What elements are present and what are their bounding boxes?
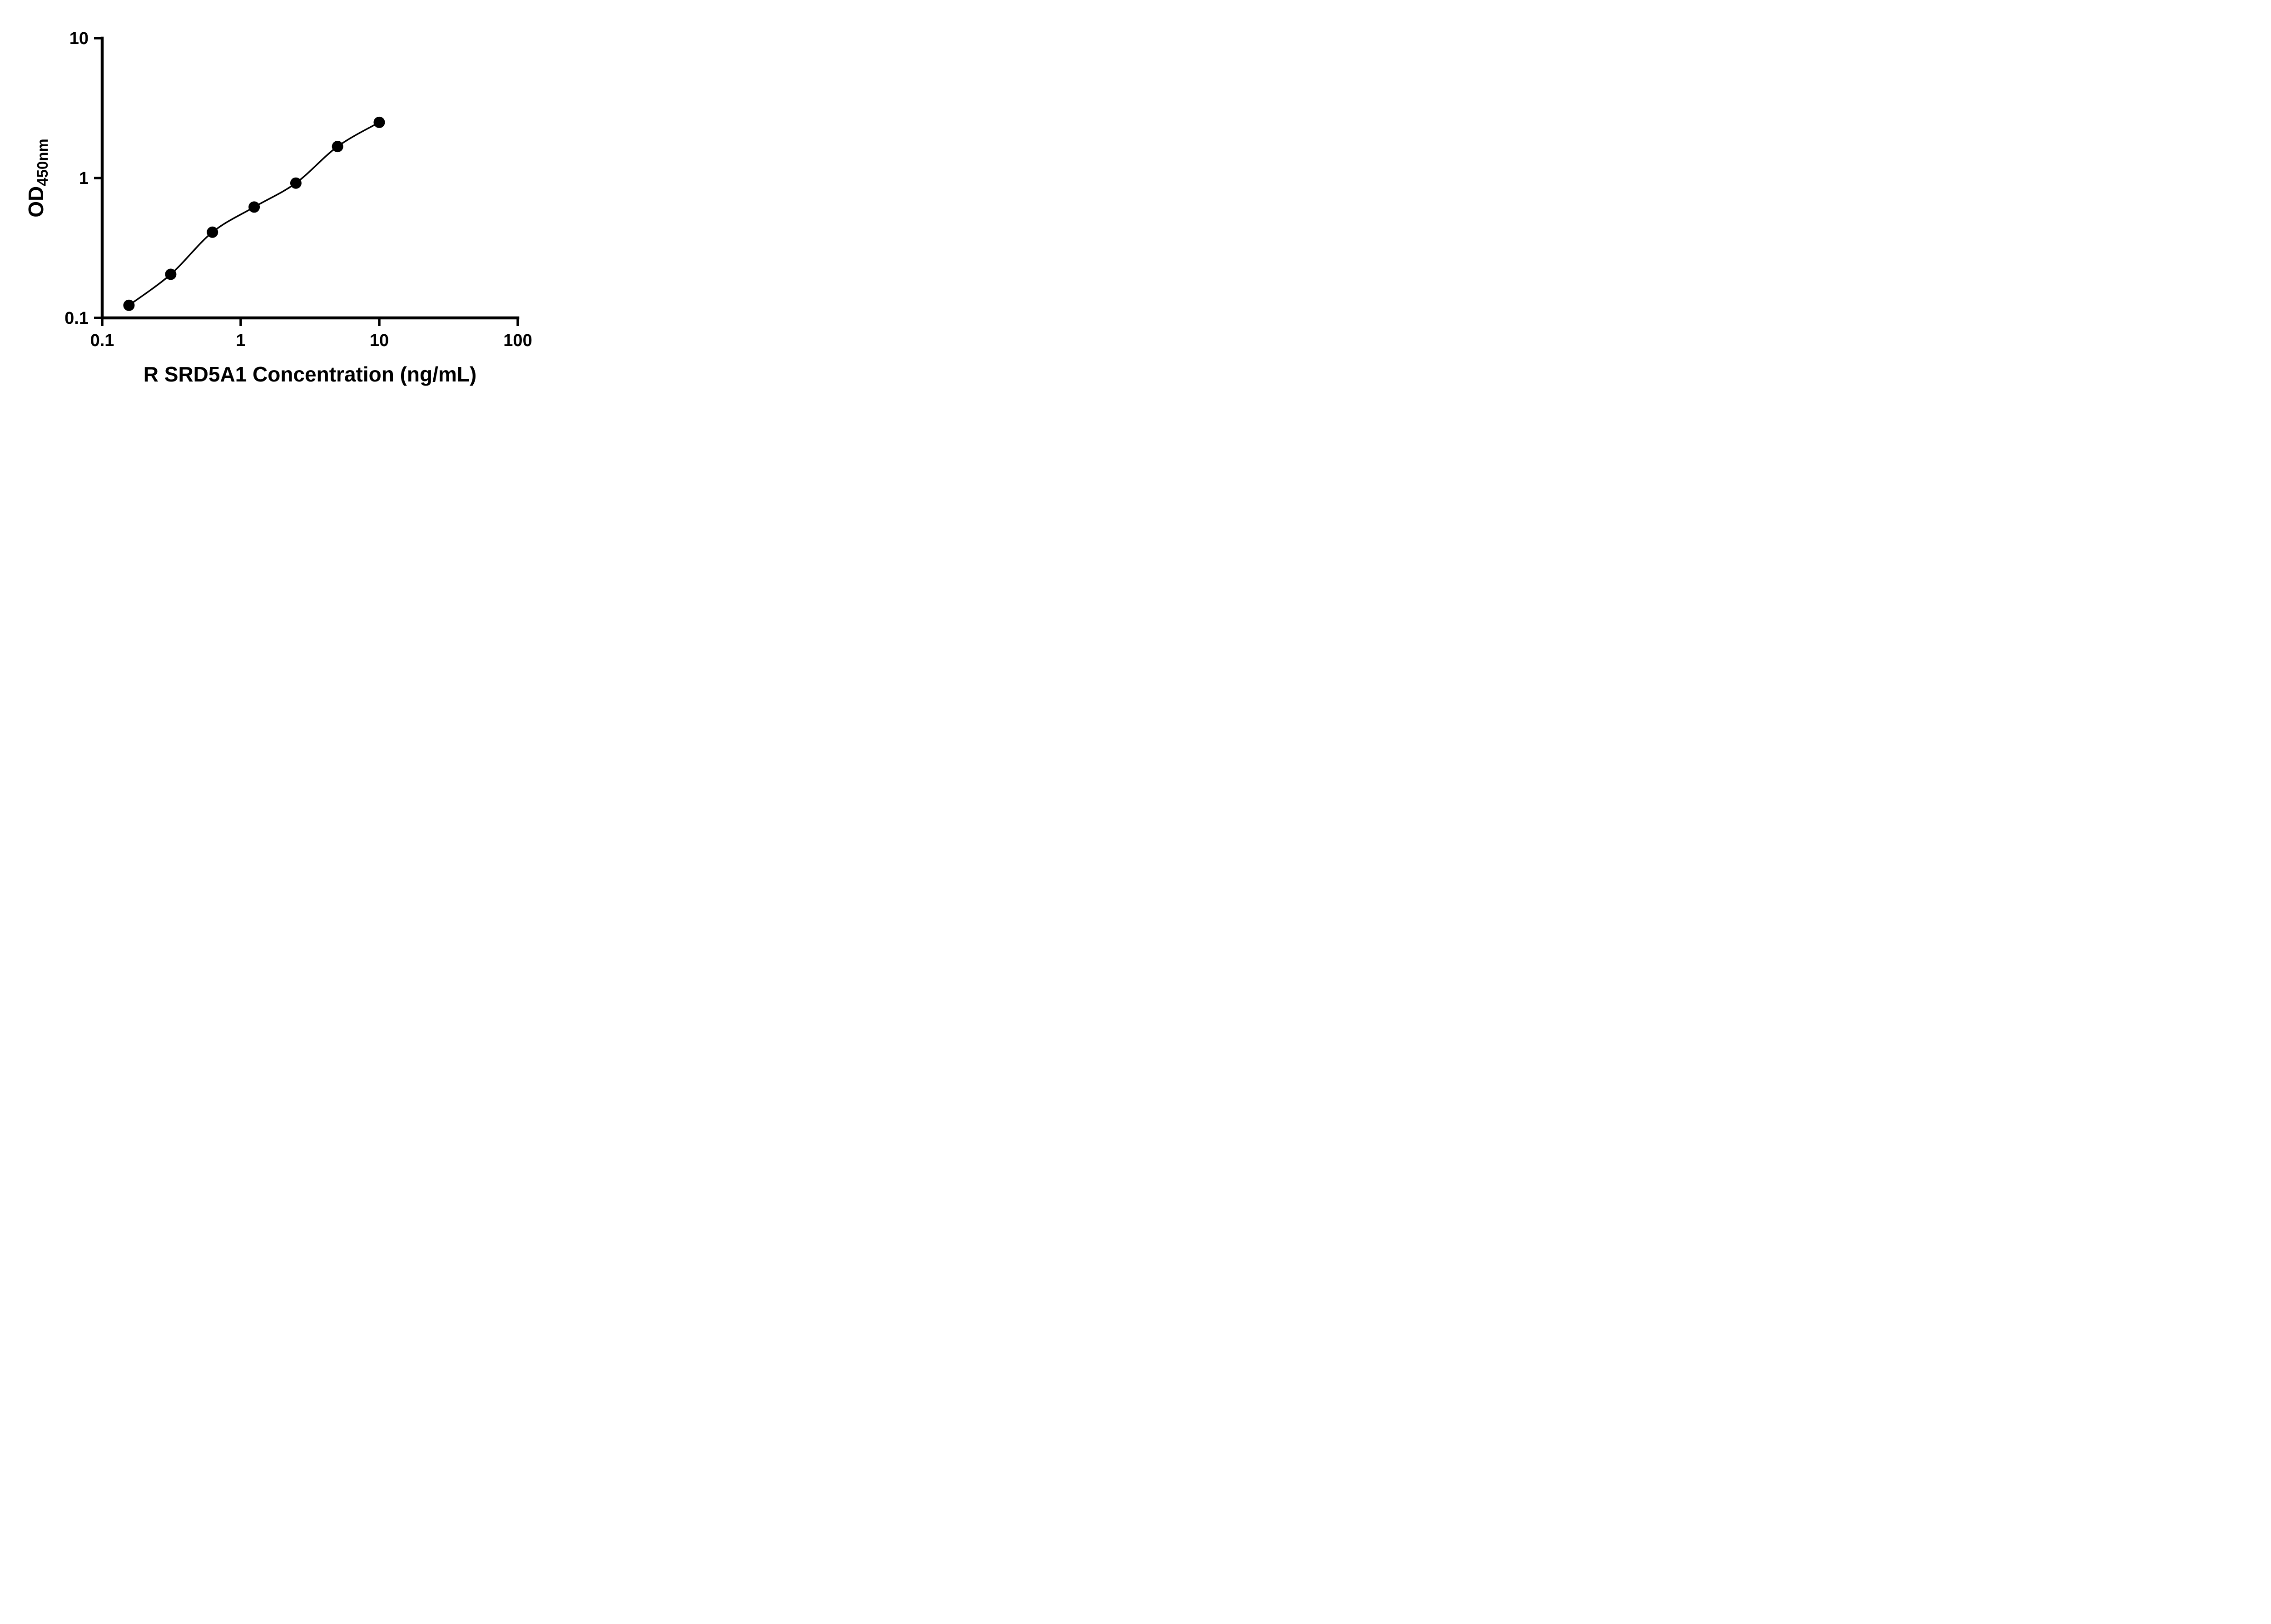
data-point [290,177,302,189]
data-point [332,141,343,153]
x-axis-title: R SRD5A1 Concentration (ng/mL) [144,362,476,386]
data-point [123,299,135,311]
data-point [373,116,385,128]
y-tick-label: 0.1 [64,309,89,328]
elisa-standard-curve-figure: 0.1 1 10 100 0.1 1 10 R SRD5A1 Concentration (n… [0,0,570,406]
x-tick-label: 10 [370,331,389,350]
data-point [165,268,177,280]
axis-lines [100,36,520,320]
y-axis-title: OD450nm [24,139,51,218]
y-tick-label: 10 [69,29,89,48]
standard-curve-chart: 0.1 1 10 100 0.1 1 10 R SRD5A1 Concentration (n… [24,29,532,386]
data-point [207,226,218,238]
y-tick-label: 1 [79,169,89,188]
x-tick-label: 0.1 [90,331,114,350]
data-point [248,201,260,213]
x-tick-label: 100 [503,331,532,350]
x-tick-label: 1 [236,331,245,350]
